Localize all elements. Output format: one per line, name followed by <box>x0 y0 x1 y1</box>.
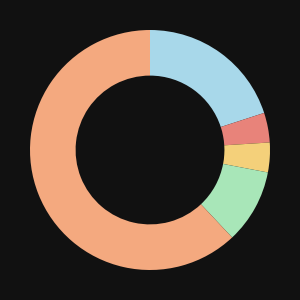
Wedge shape <box>223 142 270 172</box>
Wedge shape <box>150 30 264 127</box>
Wedge shape <box>30 30 232 270</box>
Wedge shape <box>201 164 268 238</box>
Wedge shape <box>221 113 270 145</box>
